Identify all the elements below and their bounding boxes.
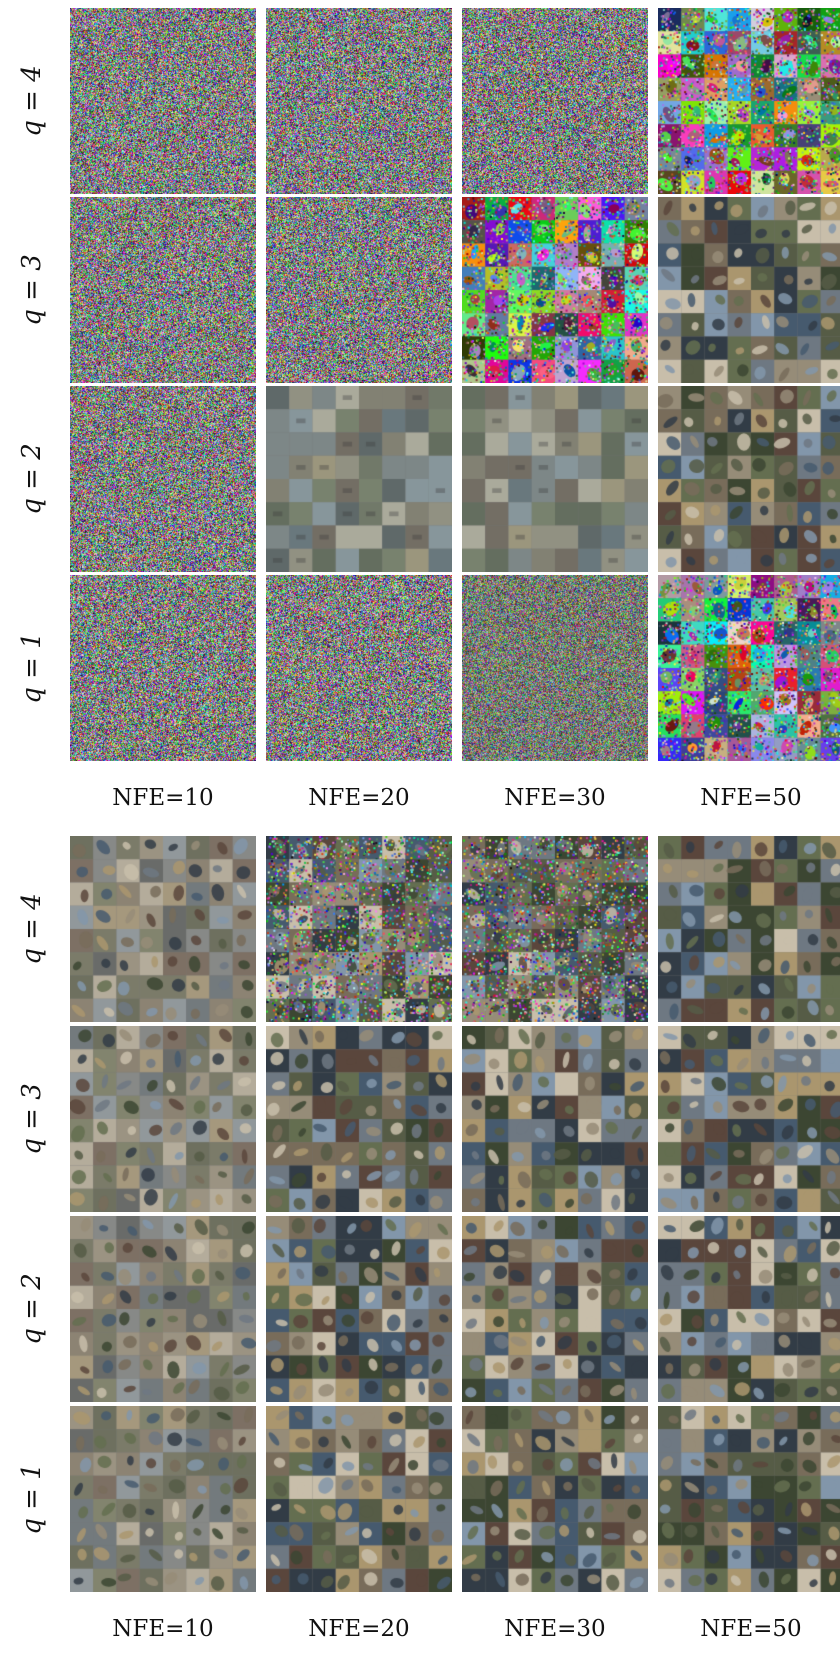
sample-grid-noise [462, 8, 648, 194]
sample-grid-noise [266, 8, 452, 194]
sample-grid-noisy-images [462, 836, 648, 1022]
bottom-panel: q = 4 q = 3 q = 2 q = 1 NFE=10 NFE=20 NF… [0, 830, 840, 1655]
sample-grid-images [266, 1216, 452, 1402]
row-label: q = 4 [17, 65, 47, 137]
column-label: NFE=30 [504, 785, 606, 811]
sample-grid-images [266, 1026, 452, 1212]
row-label: q = 3 [17, 254, 47, 326]
column-label: NFE=50 [700, 1616, 802, 1642]
top-panel: q = 4 q = 3 q = 2 q = 1 NFE=10 NFE=20 NF… [0, 0, 840, 818]
sample-grid-images [462, 1026, 648, 1212]
sample-grid-images [462, 1216, 648, 1402]
sample-grid-chaotic [658, 575, 840, 761]
column-label: NFE=30 [504, 1616, 606, 1642]
sample-grid-images [658, 386, 840, 572]
sample-grid-blurry [266, 386, 452, 572]
sample-grid-faded [70, 836, 256, 1022]
row-label: q = 4 [17, 893, 47, 965]
column-label: NFE=10 [112, 785, 214, 811]
row-label: q = 1 [17, 632, 47, 704]
row-label: q = 3 [17, 1083, 47, 1155]
sample-grid-noise [266, 575, 452, 761]
row-label: q = 2 [17, 1273, 47, 1345]
sample-grid-images [266, 1406, 452, 1592]
sample-grid-chaotic [462, 197, 648, 383]
sample-grid-blurry [462, 386, 648, 572]
sample-grid-noise [70, 575, 256, 761]
sample-grid-images [658, 1026, 840, 1212]
sample-grid-images [462, 1406, 648, 1592]
row-label: q = 2 [17, 443, 47, 515]
sample-grid-faded [70, 1216, 256, 1402]
sample-grid-noise [70, 197, 256, 383]
column-label: NFE=20 [308, 785, 410, 811]
sample-grid-noise [70, 8, 256, 194]
sample-grid-faded [70, 1406, 256, 1592]
column-label: NFE=10 [112, 1616, 214, 1642]
sample-grid-images [658, 1216, 840, 1402]
sample-grid-images [658, 836, 840, 1022]
column-label: NFE=50 [700, 785, 802, 811]
sample-grid-noise [266, 197, 452, 383]
sample-grid-noise [70, 386, 256, 572]
sample-grid-images [658, 1406, 840, 1592]
row-label: q = 1 [17, 1463, 47, 1535]
sample-grid-images [658, 197, 840, 383]
sample-grid-faded [70, 1026, 256, 1212]
sample-grid-chaotic [658, 8, 840, 194]
sample-grid-partial-noise [462, 575, 648, 761]
sample-grid-noisy-images [266, 836, 452, 1022]
column-label: NFE=20 [308, 1616, 410, 1642]
